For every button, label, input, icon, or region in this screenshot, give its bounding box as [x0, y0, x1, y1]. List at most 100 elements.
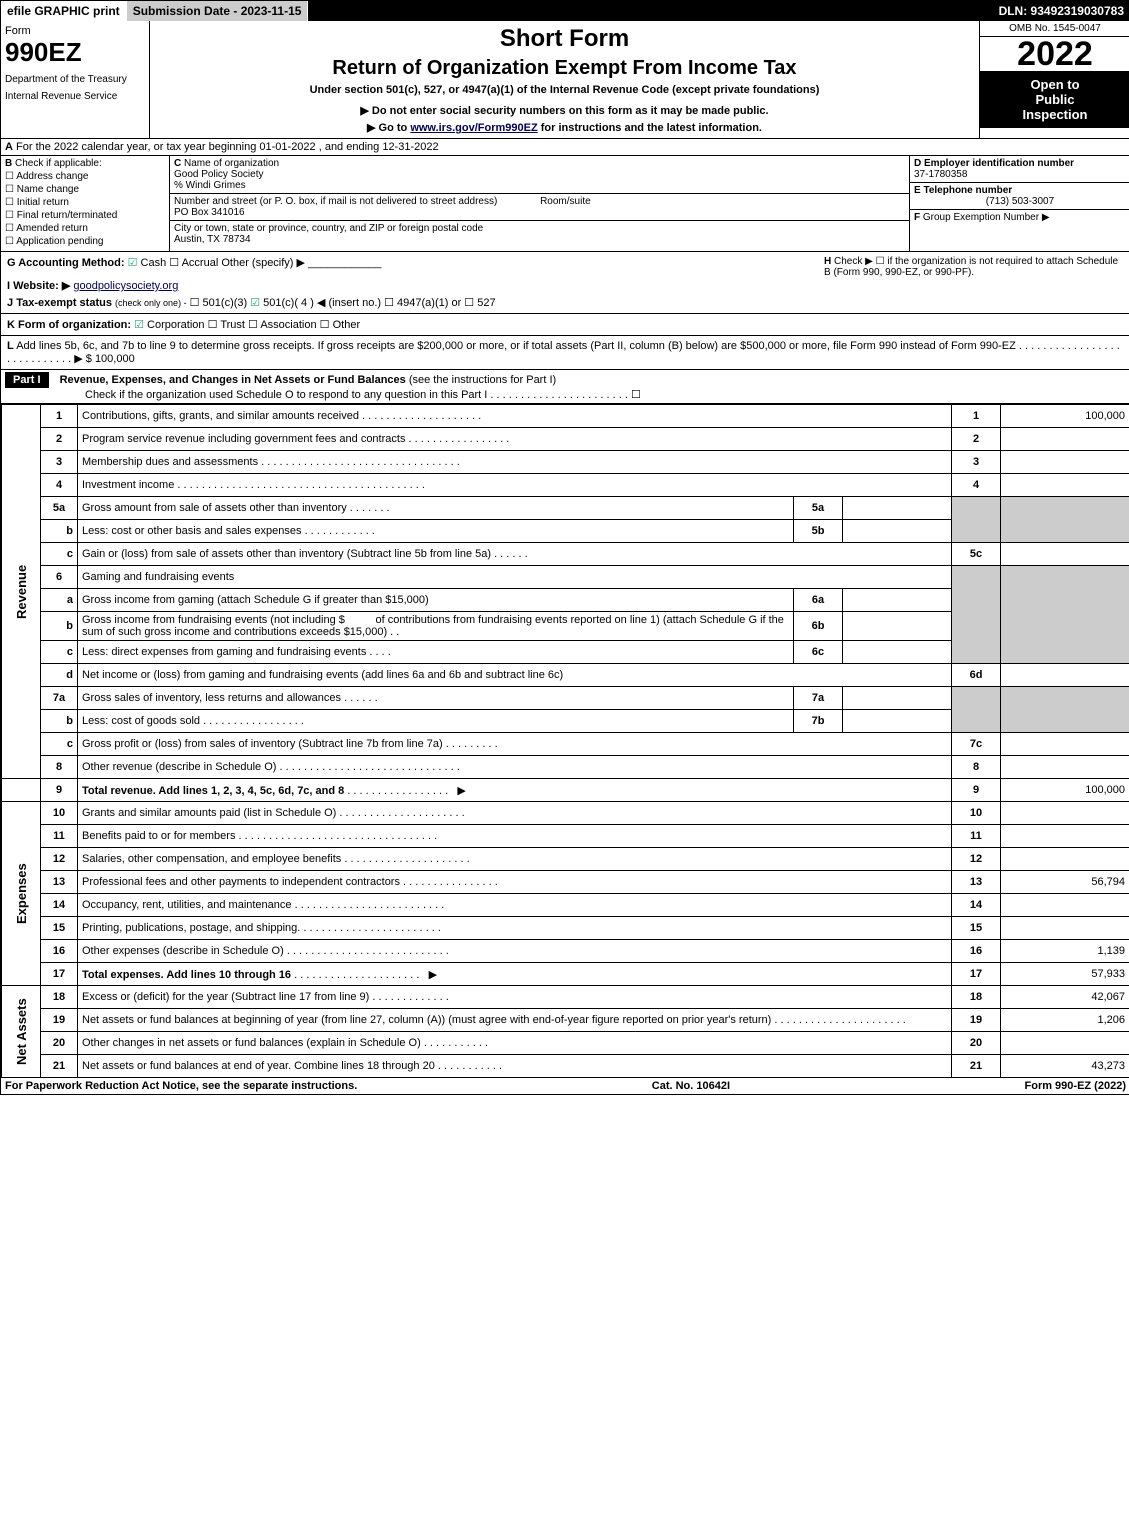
line9-desc: Total revenue. Add lines 1, 2, 3, 4, 5c,… [78, 779, 952, 802]
line15-num: 15 [41, 917, 78, 940]
line7-shade [952, 687, 1001, 733]
line7b-midval [843, 710, 952, 733]
chk-address-change[interactable]: Address change [5, 171, 165, 182]
g-other: Other (specify) ▶ [221, 257, 305, 269]
line16-desc: Other expenses (describe in Schedule O) … [78, 940, 952, 963]
chk-501c3[interactable]: 501(c)(3) [190, 297, 248, 309]
line12-val [1001, 848, 1129, 871]
i-label: I [7, 280, 10, 292]
line20-num: 20 [41, 1032, 78, 1055]
line6a-desc: Gross income from gaming (attach Schedul… [78, 589, 794, 612]
chk-501c[interactable]: 501(c)( 4 ) ◀ (insert no.) [250, 297, 381, 309]
line19-val: 1,206 [1001, 1009, 1129, 1032]
topbar-spacer [308, 1, 992, 21]
part1-label: Part I [5, 372, 49, 388]
l-row: L Add lines 5b, 6c, and 7b to line 9 to … [1, 336, 1129, 370]
j-sub: (check only one) - [115, 298, 187, 308]
l-label: L [7, 340, 14, 352]
header-left: Form 990EZ Department of the Treasury In… [1, 21, 150, 138]
form-header: Form 990EZ Department of the Treasury In… [1, 21, 1129, 139]
footer-mid: Cat. No. 10642I [652, 1080, 730, 1092]
line5-shade [952, 497, 1001, 543]
line15-refnum: 15 [952, 917, 1001, 940]
chk-association[interactable]: Association [248, 319, 317, 331]
b-label: B [5, 158, 12, 169]
chk-schedule-o[interactable] [631, 389, 641, 401]
street-value: PO Box 341016 [174, 207, 245, 218]
line7a-mid: 7a [794, 687, 843, 710]
line6b-num: b [41, 612, 78, 641]
line7c-val [1001, 733, 1129, 756]
chk-4947[interactable]: 4947(a)(1) or [384, 297, 461, 309]
header-center: Short Form Return of Organization Exempt… [150, 21, 979, 138]
line6b-mid: 6b [794, 612, 843, 641]
line9-num: 9 [41, 779, 78, 802]
open-line3: Inspection [982, 107, 1128, 122]
chk-corporation[interactable]: Corporation [134, 319, 204, 331]
lines-table: Revenue 1 Contributions, gifts, grants, … [1, 404, 1129, 1078]
dept-irs: Internal Revenue Service [5, 91, 145, 102]
irs-link[interactable]: www.irs.gov/Form990EZ [410, 122, 537, 134]
street-row: Number and street (or P. O. box, if mail… [170, 194, 909, 221]
line10-refnum: 10 [952, 802, 1001, 825]
line7c-desc: Gross profit or (loss) from sales of inv… [78, 733, 952, 756]
org-name-row: C Name of organization Good Policy Socie… [170, 156, 909, 194]
line20-desc: Other changes in net assets or fund bala… [78, 1032, 952, 1055]
chk-name-change[interactable]: Name change [5, 184, 165, 195]
line7a-num: 7a [41, 687, 78, 710]
city-label: City or town, state or province, country… [174, 223, 483, 234]
line5-shadeval [1001, 497, 1129, 543]
phone-value: (713) 503-3007 [914, 196, 1126, 207]
chk-initial-return[interactable]: Initial return [5, 197, 165, 208]
line14-desc: Occupancy, rent, utilities, and maintena… [78, 894, 952, 917]
header-right: OMB No. 1545-0047 2022 Open to Public In… [979, 21, 1129, 138]
j-text: Tax-exempt status [16, 297, 112, 309]
line10-num: 10 [41, 802, 78, 825]
d-label: D [914, 158, 921, 169]
chk-cash[interactable]: Cash [128, 257, 167, 269]
line4-desc: Investment income . . . . . . . . . . . … [78, 474, 952, 497]
l-text: Add lines 5b, 6c, and 7b to line 9 to de… [16, 340, 1016, 352]
line3-refnum: 3 [952, 451, 1001, 474]
line6-shade [952, 566, 1001, 664]
line6b-midval [843, 612, 952, 641]
i-text: Website: ▶ [13, 280, 70, 292]
footer-right: Form 990-EZ (2022) [1025, 1080, 1126, 1092]
chk-other-org[interactable]: Other [320, 319, 360, 331]
line6d-val [1001, 664, 1129, 687]
line20-val [1001, 1032, 1129, 1055]
revenue-section-label: Revenue [2, 405, 41, 779]
line17-desc: Total expenses. Add lines 10 through 16 … [78, 963, 952, 986]
line11-val [1001, 825, 1129, 848]
title-short: Short Form [154, 25, 975, 53]
line17-num: 17 [41, 963, 78, 986]
chk-accrual[interactable]: Accrual [169, 257, 218, 269]
open-line2: Public [982, 92, 1128, 107]
line5a-midval [843, 497, 952, 520]
line6c-midval [843, 641, 952, 664]
note-goto: ▶ Go to www.irs.gov/Form990EZ for instru… [154, 121, 975, 134]
chk-527[interactable]: 527 [464, 297, 495, 309]
top-bar: efile GRAPHIC print Submission Date - 20… [1, 1, 1129, 21]
line5a-num: 5a [41, 497, 78, 520]
line7a-midval [843, 687, 952, 710]
form-number: 990EZ [5, 37, 145, 68]
line5c-val [1001, 543, 1129, 566]
line18-num: 18 [41, 986, 78, 1009]
chk-amended-return[interactable]: Amended return [5, 223, 165, 234]
line17-val: 57,933 [1001, 963, 1129, 986]
dln-label: DLN: 93492319030783 [993, 1, 1129, 21]
line8-desc: Other revenue (describe in Schedule O) .… [78, 756, 952, 779]
line5c-desc: Gain or (loss) from sale of assets other… [78, 543, 952, 566]
line12-num: 12 [41, 848, 78, 871]
section-h: H Check ▶ ☐ if the organization is not r… [824, 256, 1124, 309]
chk-application-pending[interactable]: Application pending [5, 236, 165, 247]
chk-final-return[interactable]: Final return/terminated [5, 210, 165, 221]
chk-trust[interactable]: Trust [208, 319, 245, 331]
website-link[interactable]: goodpolicysociety.org [73, 280, 178, 292]
line19-refnum: 19 [952, 1009, 1001, 1032]
part1-header: Part I Revenue, Expenses, and Changes in… [1, 370, 1129, 404]
line6-desc: Gaming and fundraising events [78, 566, 952, 589]
line21-val: 43,273 [1001, 1055, 1129, 1078]
line5b-num: b [41, 520, 78, 543]
